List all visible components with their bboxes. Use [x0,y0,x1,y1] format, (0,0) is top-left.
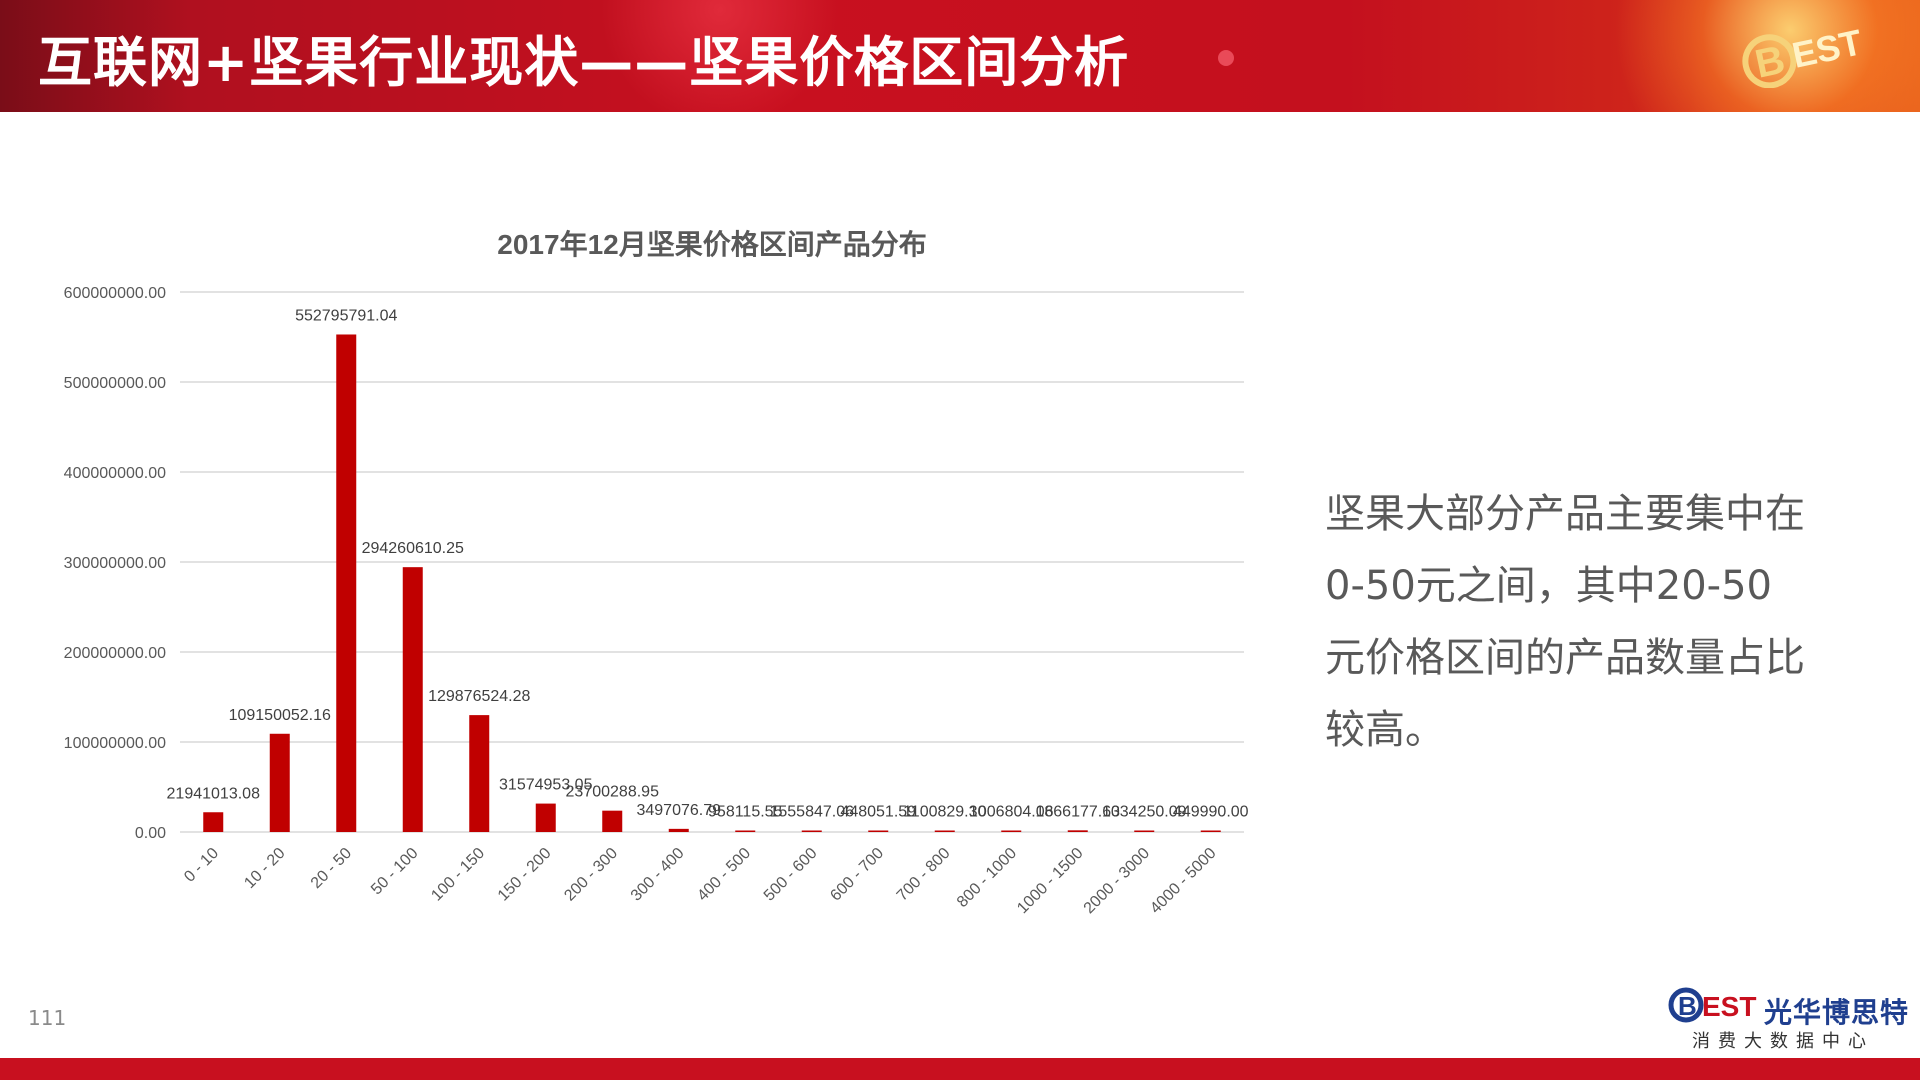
bar [1134,830,1155,832]
x-tick-label: 2000 - 3000 [1081,845,1153,917]
x-tick-label: 400 - 500 [694,845,754,905]
y-tick-label: 0.00 [135,825,166,842]
x-tick-label: 300 - 400 [628,845,688,905]
data-label: 294260610.25 [362,540,464,557]
x-tick-label: 10 - 20 [241,845,288,892]
y-tick-label: 100000000.00 [64,735,166,752]
page-number: 111 [28,1006,67,1030]
banner-flare [1590,0,1920,112]
header-banner: 互联网+坚果行业现状——坚果价格区间分析 B EST [0,0,1920,112]
data-label: 23700288.95 [566,784,660,801]
data-label: 129876524.28 [428,688,530,705]
data-label: 109150052.16 [229,707,331,724]
bar [402,567,423,832]
y-tick-label: 400000000.00 [64,465,166,482]
data-label: 1866177.63 [1035,803,1120,820]
data-label: 3497076.79 [636,802,721,819]
brand-name: 光华博思特 [1764,996,1910,1029]
data-label: 21941013.08 [167,785,261,802]
best-brand-icon: B EST [1668,987,1756,1023]
y-tick-label: 300000000.00 [64,555,166,572]
data-label: 448051.59 [840,804,916,821]
bar [602,810,623,832]
x-tick-label: 50 - 100 [368,845,422,899]
y-tick-label: 500000000.00 [64,375,166,392]
y-tick-label: 200000000.00 [64,645,166,662]
bar [668,828,689,832]
data-label: 1034250.09 [1102,804,1187,821]
data-label: 1555847.06 [769,804,854,821]
x-tick-label: 1000 - 1500 [1014,845,1086,917]
bar [469,715,490,832]
svg-text:B: B [1678,991,1697,1021]
banner-dot [1218,50,1234,66]
footer-bar [0,1058,1920,1080]
banner-glow [600,0,840,112]
x-tick-label: 600 - 700 [827,845,887,905]
bar [1200,830,1221,832]
bar [1001,830,1022,832]
x-tick-label: 100 - 150 [428,845,488,905]
brand-subtitle: 消费大数据中心 [1692,1031,1874,1052]
data-label: 958115.55 [708,804,783,821]
summary-text: 坚果大部分产品主要集中在0-50元之间，其中20-50元价格区间的产品数量占比较… [1325,491,1805,753]
bar [269,733,290,832]
bar [336,334,357,832]
data-label: 1100829.30 [903,804,986,821]
y-tick-label: 600000000.00 [64,285,166,302]
svg-text:EST: EST [1702,991,1756,1022]
bar [934,830,955,832]
footer-logo: B EST 光华博思特 消费大数据中心 [1668,985,1910,1052]
x-tick-label: 150 - 200 [495,845,555,905]
bar [801,830,822,832]
x-tick-label: 800 - 1000 [954,845,1020,911]
bar [868,830,889,832]
bar [535,803,556,832]
bar [1067,830,1088,832]
data-label: 552795791.04 [295,307,397,324]
best-logo-icon: B EST [1742,21,1866,88]
data-label: 449990.00 [1173,804,1249,821]
data-label: 1006804.06 [969,804,1054,821]
bar [735,830,756,832]
page-title: 互联网+坚果行业现状——坚果价格区间分析 [38,31,1130,94]
chart-title: 2017年12月坚果价格区间产品分布 [497,228,926,260]
x-tick-label: 700 - 800 [894,845,954,905]
x-tick-label: 20 - 50 [308,845,355,892]
x-tick-label: 500 - 600 [761,845,821,905]
x-tick-label: 4000 - 5000 [1147,845,1219,917]
bar [203,812,224,832]
x-tick-label: 0 - 10 [181,845,222,886]
x-tick-label: 200 - 300 [561,845,621,905]
data-label: 31574953.05 [499,777,593,794]
